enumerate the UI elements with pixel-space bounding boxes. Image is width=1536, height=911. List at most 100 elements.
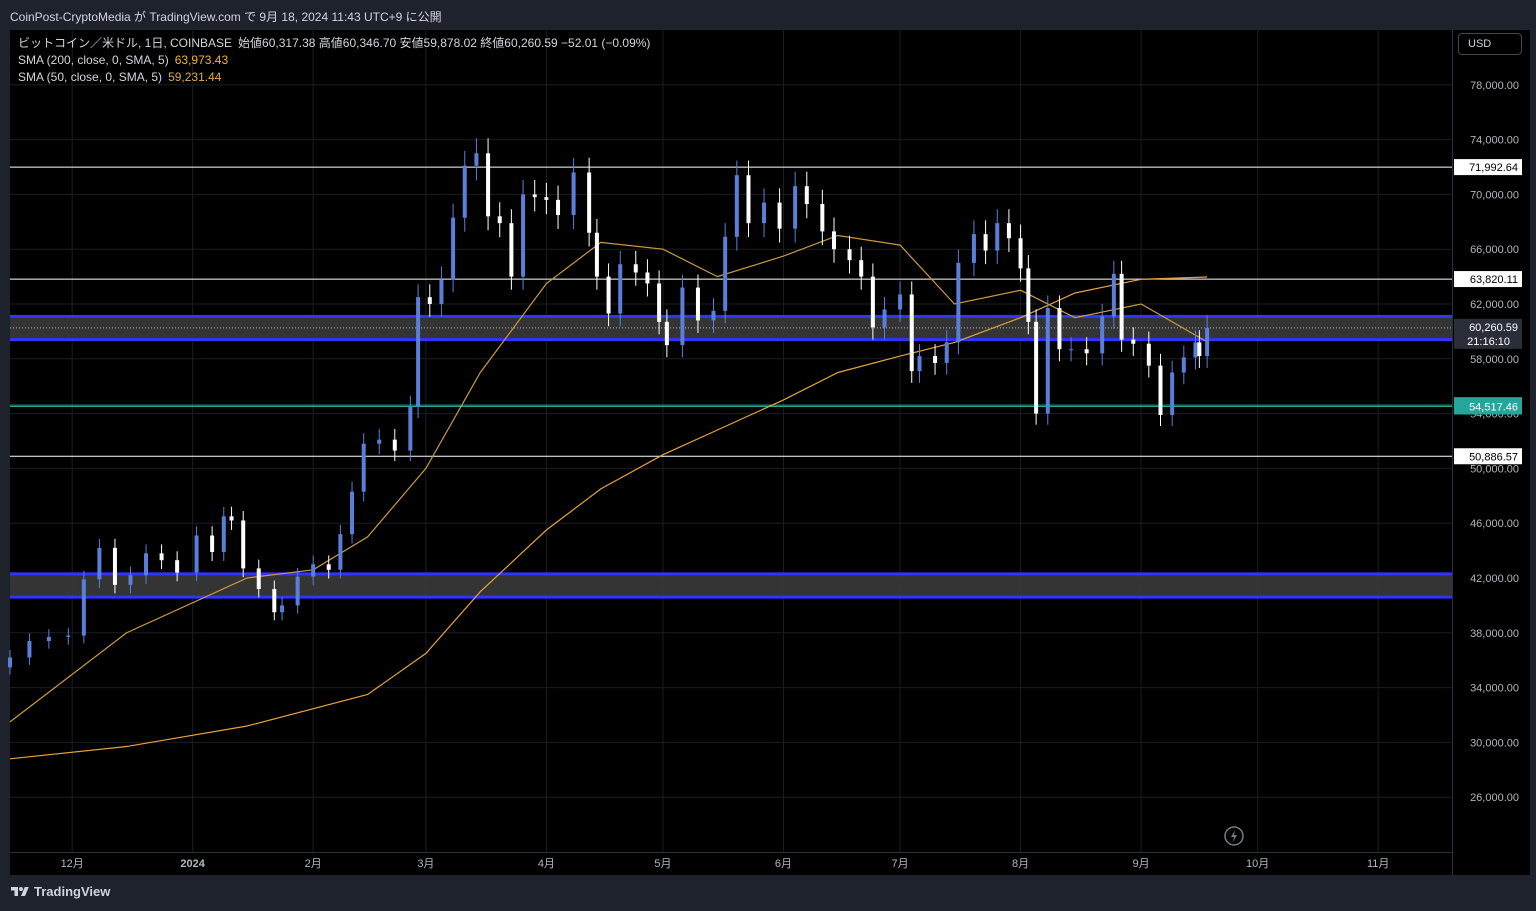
candle-body <box>1170 372 1175 415</box>
tradingview-logo-icon <box>11 886 29 896</box>
level-label: 54,517.46 <box>1469 402 1518 414</box>
candle-body <box>847 249 852 261</box>
candle-body <box>820 203 825 232</box>
candle-body <box>311 564 316 577</box>
level-label-bg <box>1454 159 1522 176</box>
candle-body <box>680 287 685 346</box>
candle-body <box>1034 321 1039 414</box>
candle-body <box>723 236 728 311</box>
y-tick-label: 74,000.00 <box>1470 135 1519 147</box>
candle-body <box>944 342 949 363</box>
candle-body <box>882 309 887 328</box>
candle-body <box>734 175 739 237</box>
candle-body <box>1111 273 1116 317</box>
legend-sma200-row[interactable]: SMA (200, close, 0, SMA, 5) 63,973.43 <box>18 52 650 69</box>
candle-body <box>1026 268 1031 322</box>
y-tick-label: 42,000.00 <box>1470 573 1519 585</box>
top-bar: CoinPost-CryptoMedia が TradingView.com で… <box>0 0 1536 30</box>
candle-body <box>1193 342 1198 358</box>
lightning-icon-bolt <box>1231 830 1237 842</box>
candle-body <box>933 356 938 363</box>
candle-body <box>326 564 331 570</box>
candle-body <box>870 276 875 328</box>
bottom-bar <box>0 875 1536 911</box>
legend-symbol: ビットコイン／米ドル, 1日, COINBASE <box>18 36 233 50</box>
candle-body <box>909 294 914 372</box>
level-label-bg <box>1454 398 1522 415</box>
candle-body <box>474 153 479 166</box>
candle-body <box>956 262 961 343</box>
candle-body <box>486 153 491 217</box>
grid-lines: 26,000.00 30,000.00 34,000.00 38,000.00 42,0… <box>10 30 1519 870</box>
time-scale[interactable] <box>10 852 1452 875</box>
candle-body <box>280 605 285 613</box>
candle-body <box>645 272 650 284</box>
candle-body <box>793 186 798 229</box>
candle-body <box>995 223 1000 251</box>
lightning-icon-ring <box>1224 826 1244 846</box>
candle-body <box>556 199 561 215</box>
candle-body <box>128 575 133 585</box>
legend-sma50-row[interactable]: SMA (50, close, 0, SMA, 5) 59,231.44 <box>18 69 650 86</box>
candle-body <box>664 321 669 346</box>
candles <box>8 138 1210 675</box>
candle-body <box>1057 308 1062 350</box>
candle-body <box>1018 238 1023 269</box>
candle-body <box>606 276 611 314</box>
legend-change: −52.01 (−0.09%) <box>561 36 651 50</box>
candle-body <box>587 172 592 233</box>
level-label-bg <box>1454 448 1522 465</box>
level-label: 71,992.64 <box>1469 162 1518 174</box>
y-tick-label: 34,000.00 <box>1470 683 1519 695</box>
legend-close-label: 終値 <box>480 36 505 50</box>
legend-high: 60,346.70 <box>342 36 397 50</box>
candle-body <box>112 547 117 585</box>
tradingview-brand[interactable]: TradingView <box>10 884 110 899</box>
chart-area[interactable] <box>10 30 1452 875</box>
candle-body <box>917 356 922 372</box>
candle-body <box>350 491 355 535</box>
candle-body <box>1100 316 1105 354</box>
x-tick-label: 4月 <box>538 858 555 870</box>
level-label-bg <box>1454 271 1522 288</box>
candle-body <box>521 194 526 277</box>
candle-body <box>1119 273 1124 340</box>
x-tick-label: 8月 <box>1012 858 1029 870</box>
legend-low: 59,878.02 <box>423 36 477 50</box>
candle-body <box>194 535 199 573</box>
countdown-label: 21:16:10 <box>1467 336 1510 348</box>
x-tick-label: 2月 <box>305 858 322 870</box>
candle-body <box>27 641 32 658</box>
legend-low-label: 安値 <box>399 36 424 50</box>
x-tick-label: 10月 <box>1246 858 1269 870</box>
legend: ビットコイン／米ドル, 1日, COINBASE 始値60,317.38 高値6… <box>18 35 650 86</box>
candle-body <box>1084 349 1089 354</box>
candle-body <box>544 197 549 200</box>
x-tick-label: 11月 <box>1367 858 1389 870</box>
legend-sma200-label: SMA (200, close, 0, SMA, 5) <box>18 53 169 67</box>
candle-body <box>777 202 782 229</box>
y-tick-label: 78,000.00 <box>1470 80 1519 92</box>
candle-body <box>256 568 261 589</box>
level-label: 50,886.57 <box>1469 451 1518 463</box>
candle-body <box>898 294 903 310</box>
x-tick-label: 5月 <box>654 858 671 870</box>
currency-button[interactable]: USD <box>1458 33 1522 55</box>
y-tick-label: 70,000.00 <box>1470 189 1519 201</box>
price-labels: 71,992.6463,820.1154,614.9554,517.4650,8… <box>1454 159 1522 465</box>
candle-body <box>711 310 716 321</box>
x-tick-label: 2024 <box>180 858 205 870</box>
legend-open-label: 始値 <box>238 36 263 50</box>
candle-body <box>439 279 444 304</box>
candle-body <box>377 439 382 444</box>
x-tick-label: 6月 <box>775 858 792 870</box>
candle-body <box>762 202 767 224</box>
candle-body <box>338 534 343 570</box>
candle-body <box>1197 342 1202 357</box>
legend-open: 60,317.38 <box>262 36 316 50</box>
x-tick-label: 3月 <box>417 858 434 870</box>
candle-body <box>175 560 180 573</box>
legend-ohlc: 始値60,317.38 高値60,346.70 安値59,878.02 終値60… <box>238 35 650 52</box>
candle-body <box>1158 365 1163 415</box>
candle-body <box>1205 327 1210 357</box>
